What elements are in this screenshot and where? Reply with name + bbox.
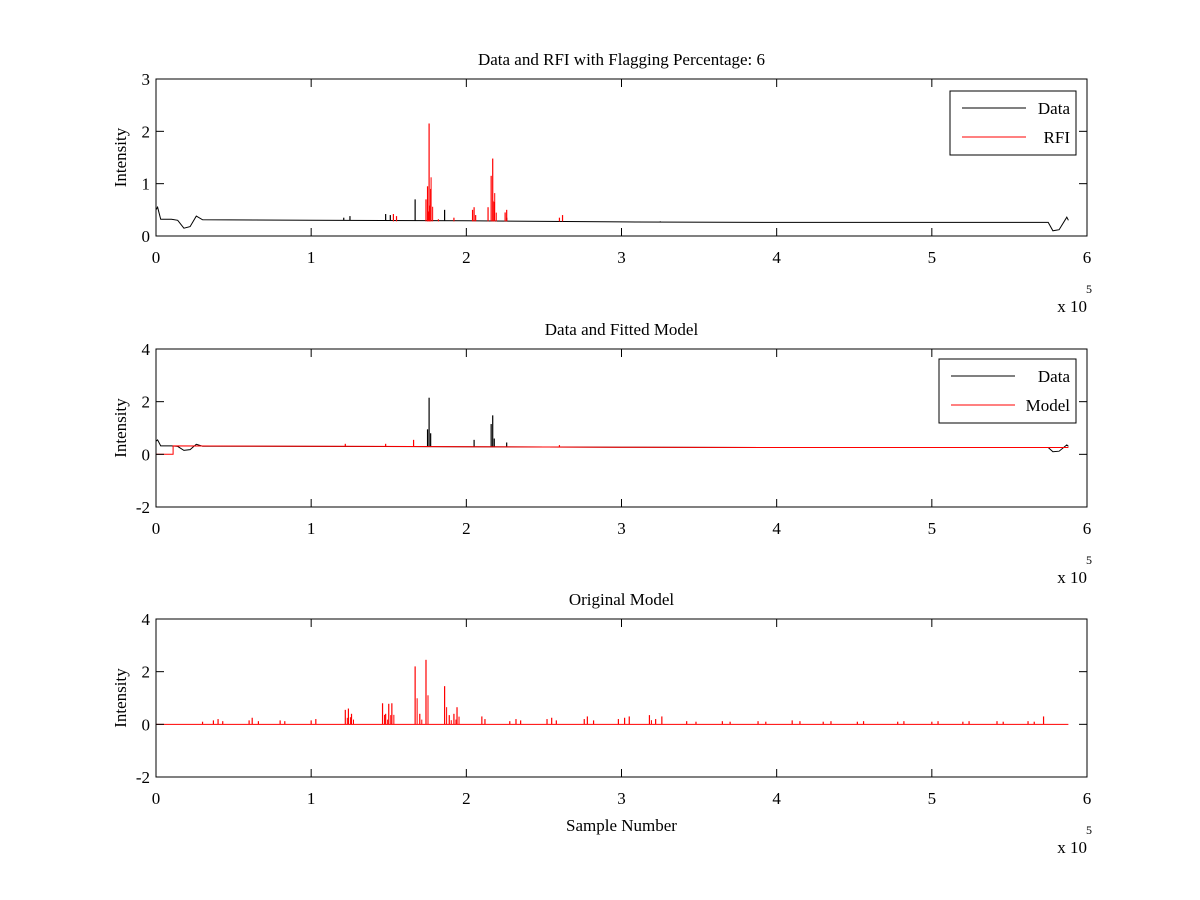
x-tick-label: 4 <box>772 789 781 808</box>
y-tick-label: 0 <box>142 445 151 464</box>
x-exponent: x 105 <box>1057 823 1092 857</box>
y-tick-label: 2 <box>142 122 151 141</box>
legend-box <box>938 358 1077 424</box>
x-exponent: x 105 <box>1057 282 1092 316</box>
x-tick-label: 6 <box>1083 248 1092 267</box>
x-axis-label: Sample Number <box>566 816 677 835</box>
legend-label-model: Model <box>1026 396 1071 415</box>
y-axis-label: Intensity <box>111 127 130 187</box>
series-data-line <box>156 205 1069 232</box>
series-original-model <box>156 659 1069 725</box>
x-exponent-value: 5 <box>1086 282 1092 296</box>
x-exponent-value: 5 <box>1086 553 1092 567</box>
chart-title: Data and RFI with Flagging Percentage: 6 <box>478 50 765 69</box>
x-multiplier: x 10 <box>1057 568 1087 587</box>
y-tick-label: 3 <box>142 70 151 89</box>
legend-label-data: Data <box>1038 367 1071 386</box>
x-multiplier: x 10 <box>1057 838 1087 857</box>
legend: Data Model <box>938 358 1077 424</box>
x-tick-label: 2 <box>462 248 471 267</box>
x-tick-label: 6 <box>1083 789 1092 808</box>
legend-label-data: Data <box>1038 99 1071 118</box>
x-tick-label: 0 <box>152 789 161 808</box>
x-tick-label: 5 <box>928 519 937 538</box>
x-tick-label: 2 <box>462 789 471 808</box>
x-tick-label: 1 <box>307 789 316 808</box>
y-tick-label: 0 <box>142 227 151 246</box>
y-tick-label: 2 <box>142 663 151 682</box>
x-tick-label: 3 <box>617 789 626 808</box>
data-layer <box>156 123 1069 232</box>
y-axis-label: Intensity <box>111 668 130 728</box>
data-layer <box>156 659 1069 725</box>
plot-area <box>156 619 1087 777</box>
chart-panel-1: 0 1 2 3 4 5 6 0 1 2 3 Data and RFI with Flagging Pe… <box>111 50 1092 316</box>
plot-area <box>156 349 1087 507</box>
series-model <box>156 439 1069 455</box>
x-tick-label: 1 <box>307 248 316 267</box>
plot-area <box>156 79 1087 236</box>
x-tick-label: 4 <box>772 519 781 538</box>
x-tick-label: 4 <box>772 248 781 267</box>
y-axis-label: Intensity <box>111 398 130 458</box>
legend-label-rfi: RFI <box>1044 128 1071 147</box>
x-tick-label: 3 <box>617 519 626 538</box>
chart-title: Data and Fitted Model <box>545 320 699 339</box>
legend: Data RFI <box>949 90 1077 156</box>
y-tick-label: -2 <box>136 768 150 787</box>
x-tick-label: 3 <box>617 248 626 267</box>
y-tick-label: 1 <box>142 175 151 194</box>
data-layer <box>156 397 1069 455</box>
series-model-line <box>156 445 1069 455</box>
x-tick-label: 5 <box>928 248 937 267</box>
series-rfi <box>392 123 564 222</box>
x-tick-label: 0 <box>152 248 161 267</box>
y-tick-label: -2 <box>136 498 150 517</box>
x-tick-label: 0 <box>152 519 161 538</box>
x-exponent-value: 5 <box>1086 823 1092 837</box>
y-tick-label: 2 <box>142 393 151 412</box>
y-tick-label: 4 <box>142 610 151 629</box>
series-data <box>156 199 1069 232</box>
x-tick-label: 6 <box>1083 519 1092 538</box>
x-multiplier: x 10 <box>1057 297 1087 316</box>
x-tick-label: 2 <box>462 519 471 538</box>
x-exponent: x 105 <box>1057 553 1092 587</box>
y-tick-label: 4 <box>142 340 151 359</box>
x-tick-label: 1 <box>307 519 316 538</box>
y-tick-label: 0 <box>142 715 151 734</box>
x-tick-label: 5 <box>928 789 937 808</box>
legend-box <box>949 90 1077 156</box>
chart-title: Original Model <box>569 590 675 609</box>
